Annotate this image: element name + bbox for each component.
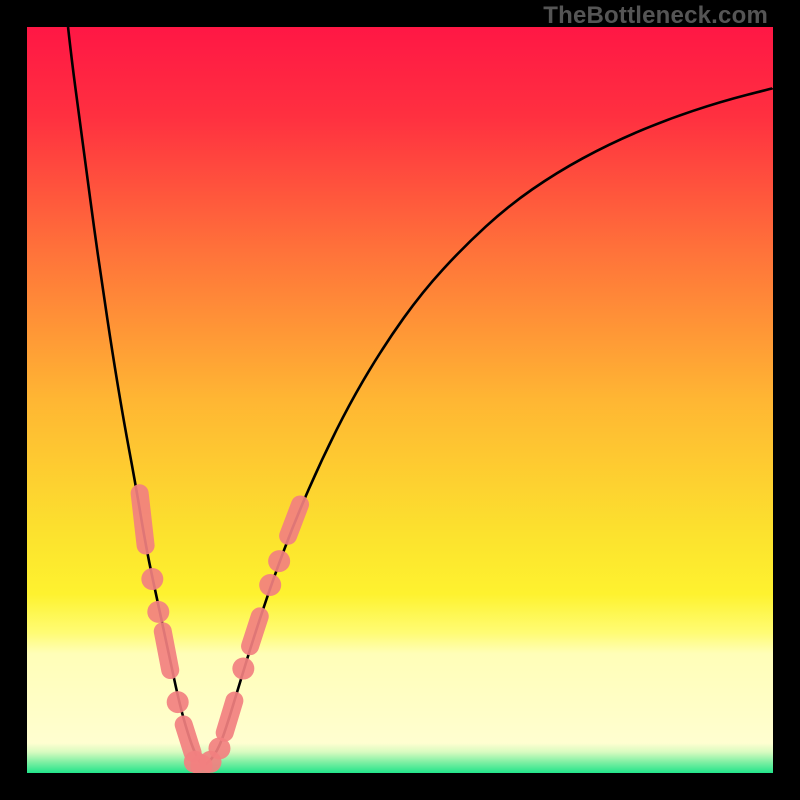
- data-marker-dot: [147, 601, 169, 623]
- data-marker-capsule: [225, 701, 235, 733]
- data-marker-dot: [259, 574, 281, 596]
- gradient-background: [27, 27, 773, 773]
- data-marker-dot: [232, 658, 254, 680]
- data-marker-capsule: [163, 631, 170, 670]
- watermark-text: TheBottleneck.com: [543, 2, 768, 30]
- data-marker-dot: [167, 691, 189, 713]
- data-marker-capsule: [184, 725, 193, 753]
- data-marker-dot: [141, 568, 163, 590]
- data-marker-dot: [268, 550, 290, 572]
- data-marker-capsule: [250, 616, 260, 646]
- plot-svg: [27, 27, 773, 773]
- data-marker-capsule: [288, 504, 300, 535]
- data-marker-capsule: [140, 493, 146, 545]
- plot-area: [27, 27, 773, 773]
